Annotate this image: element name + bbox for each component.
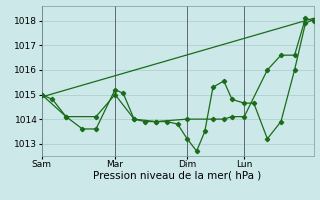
X-axis label: Pression niveau de la mer( hPa ): Pression niveau de la mer( hPa ) xyxy=(93,171,262,181)
